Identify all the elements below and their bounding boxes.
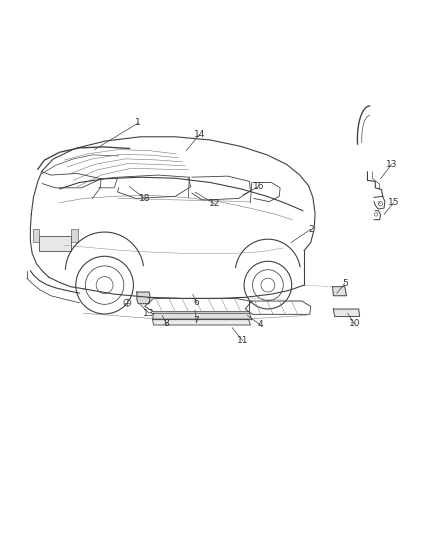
Text: 14: 14 bbox=[194, 130, 205, 139]
Text: 15: 15 bbox=[388, 198, 399, 207]
Text: 5: 5 bbox=[342, 279, 348, 288]
Text: 16: 16 bbox=[253, 182, 264, 191]
Text: 11: 11 bbox=[237, 336, 249, 345]
Text: 8: 8 bbox=[164, 319, 170, 328]
Text: 7: 7 bbox=[194, 316, 199, 325]
Bar bbox=[39, 236, 71, 251]
Text: 10: 10 bbox=[349, 319, 360, 328]
Text: 12: 12 bbox=[209, 199, 220, 208]
Text: 1: 1 bbox=[135, 118, 141, 127]
Text: 2: 2 bbox=[308, 225, 314, 234]
Text: 6: 6 bbox=[194, 298, 199, 307]
Polygon shape bbox=[152, 320, 251, 325]
Text: 13: 13 bbox=[386, 160, 397, 169]
Bar bbox=[32, 229, 39, 242]
Bar bbox=[71, 229, 78, 242]
Polygon shape bbox=[332, 287, 346, 296]
Text: 4: 4 bbox=[258, 320, 263, 329]
Polygon shape bbox=[137, 292, 150, 304]
Text: 18: 18 bbox=[139, 194, 151, 203]
Text: 13: 13 bbox=[143, 309, 155, 318]
Polygon shape bbox=[152, 313, 252, 320]
Polygon shape bbox=[333, 309, 360, 317]
